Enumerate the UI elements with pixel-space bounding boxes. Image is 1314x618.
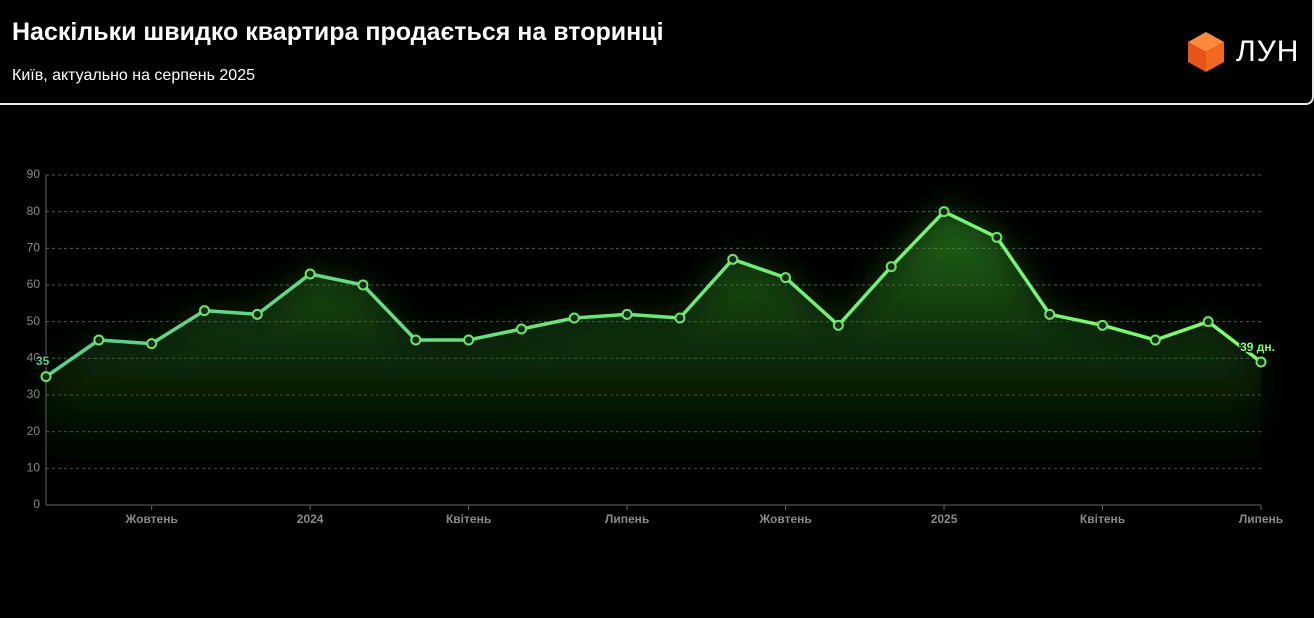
data-label: 39 дн. — [1240, 340, 1275, 354]
point — [1202, 316, 1214, 328]
logo-icon — [1188, 32, 1224, 72]
point — [832, 319, 844, 331]
area — [46, 211, 1261, 505]
header: Наскільки швидко квартира продається на … — [0, 0, 1314, 105]
x-tick-label: Квітень — [446, 512, 491, 526]
point — [568, 312, 580, 324]
x-tick-label: 2024 — [297, 512, 324, 526]
y-tick-label: 90 — [27, 167, 41, 181]
point — [40, 371, 52, 383]
y-tick-label: 80 — [27, 204, 41, 218]
data-label: 35 — [36, 354, 50, 368]
x-tick-label: Липень — [1239, 512, 1283, 526]
x-tick-label: Липень — [605, 512, 649, 526]
point — [1149, 334, 1161, 346]
point — [1097, 319, 1109, 331]
y-tick-label: 20 — [27, 424, 41, 438]
x-tick-label: Жовтень — [758, 512, 811, 526]
point — [1044, 308, 1056, 320]
logo: ЛУН — [1186, 30, 1299, 74]
point — [357, 279, 369, 291]
chart-title: Наскільки швидко квартира продається на … — [12, 18, 664, 46]
point — [674, 312, 686, 324]
y-tick-label: 50 — [27, 314, 41, 328]
point — [198, 305, 210, 317]
glow-area — [46, 211, 1261, 505]
point — [515, 323, 527, 335]
y-tick-label: 0 — [33, 497, 40, 511]
point — [727, 253, 739, 265]
point — [251, 308, 263, 320]
point — [938, 206, 950, 218]
point — [621, 308, 633, 320]
point — [93, 334, 105, 346]
point — [146, 338, 158, 350]
point — [410, 334, 422, 346]
y-tick-label: 10 — [27, 461, 41, 475]
point — [991, 231, 1003, 243]
point — [885, 261, 897, 273]
chart-subtitle: Київ, актуально на серпень 2025 — [12, 67, 255, 84]
point — [780, 272, 792, 284]
y-tick-label: 70 — [27, 241, 41, 255]
line — [45, 209, 1263, 379]
point — [304, 268, 316, 280]
x-tick-label: Жовтень — [124, 512, 177, 526]
point — [463, 334, 475, 346]
x-tick-label: 2025 — [931, 512, 958, 526]
point — [1255, 356, 1267, 368]
y-tick-label: 40 — [27, 351, 41, 365]
y-tick-label: 30 — [27, 387, 41, 401]
y-tick-label: 60 — [27, 277, 41, 291]
logo-text: ЛУН — [1236, 35, 1300, 68]
x-tick-label: Квітень — [1080, 512, 1125, 526]
